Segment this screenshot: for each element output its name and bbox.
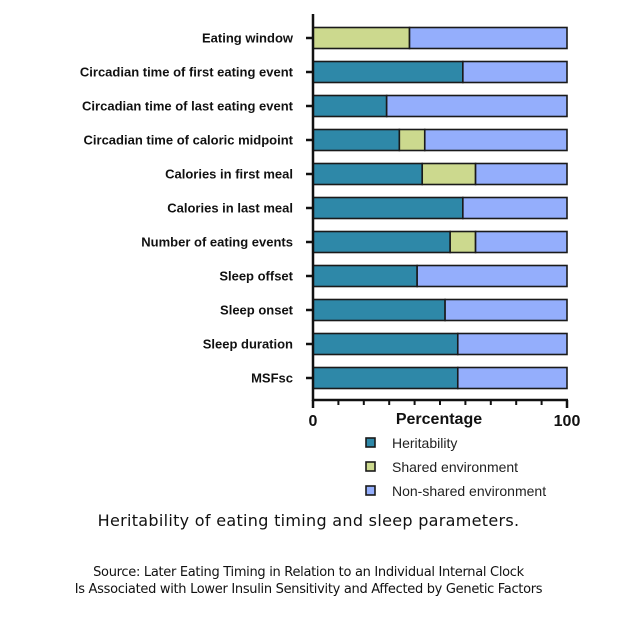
legend-label: Non-shared environment <box>392 483 546 499</box>
legend-label: Heritability <box>392 435 457 451</box>
bar-segment-non-shared-environment <box>408 26 568 50</box>
legend-swatch-shared-environment <box>365 461 376 472</box>
category-label: Sleep duration <box>203 337 293 352</box>
bar-segment-heritability <box>312 60 464 84</box>
bar-segment-heritability <box>312 230 451 254</box>
bar-segment-heritability <box>312 162 424 186</box>
category-label: Circadian time of caloric midpoint <box>84 133 294 148</box>
bar-segment-heritability <box>312 94 388 118</box>
category-label: Calories in first meal <box>165 167 293 182</box>
bar-segment-heritability <box>312 332 459 356</box>
legend-swatch-non-shared-environment <box>365 485 376 496</box>
legend-label: Shared environment <box>392 459 518 475</box>
bar-segment-non-shared-environment <box>456 332 568 356</box>
x-axis-title: Percentage <box>396 411 482 428</box>
x-tick-label-100: 100 <box>554 413 581 430</box>
category-label: Circadian time of last eating event <box>82 99 294 114</box>
category-labels: Eating window Circadian time of first eat… <box>80 31 294 386</box>
bar-segment-non-shared-environment <box>416 264 568 288</box>
bar-segment-shared-environment <box>421 162 477 186</box>
legend-swatch-heritability <box>365 437 376 448</box>
source-line-2: Is Associated with Lower Insulin Sensiti… <box>74 582 543 597</box>
category-label: Circadian time of first eating event <box>80 65 294 80</box>
category-label: Number of eating events <box>141 235 293 250</box>
bar-segment-non-shared-environment <box>462 60 568 84</box>
bar-segment-non-shared-environment <box>474 162 568 186</box>
x-tick-label-0: 0 <box>309 413 318 430</box>
bar-segment-heritability <box>312 196 464 220</box>
bar-segment-heritability <box>312 298 446 322</box>
figure-caption-title: Heritability of eating timing and sleep … <box>97 511 520 530</box>
figure-source: Source: Later Eating Timing in Relation … <box>0 564 617 598</box>
source-line-1: Source: Later Eating Timing in Relation … <box>93 565 524 580</box>
bar-segment-shared-environment <box>449 230 477 254</box>
bar-segment-non-shared-environment <box>456 366 568 390</box>
bar-segment-non-shared-environment <box>474 230 568 254</box>
stacked-bar-chart: Eating window Circadian time of first eat… <box>80 14 581 499</box>
category-label: Sleep onset <box>220 303 294 318</box>
category-label: Eating window <box>202 31 294 46</box>
category-label: MSFsc <box>251 371 293 386</box>
bar-segment-non-shared-environment <box>385 94 568 118</box>
category-label: Sleep offset <box>219 269 293 284</box>
axes <box>306 14 569 408</box>
bars-layer <box>312 26 568 390</box>
legend: Heritability Shared environment Non-shared… <box>365 435 546 499</box>
bar-segment-heritability <box>312 366 459 390</box>
bar-segment-shared-environment <box>398 128 426 152</box>
bar-segment-non-shared-environment <box>423 128 568 152</box>
bar-segment-non-shared-environment <box>462 196 568 220</box>
bar-segment-shared-environment <box>312 26 411 50</box>
category-label: Calories in last meal <box>167 201 293 216</box>
bar-segment-heritability <box>312 128 401 152</box>
bar-segment-non-shared-environment <box>444 298 568 322</box>
bar-segment-heritability <box>312 264 418 288</box>
